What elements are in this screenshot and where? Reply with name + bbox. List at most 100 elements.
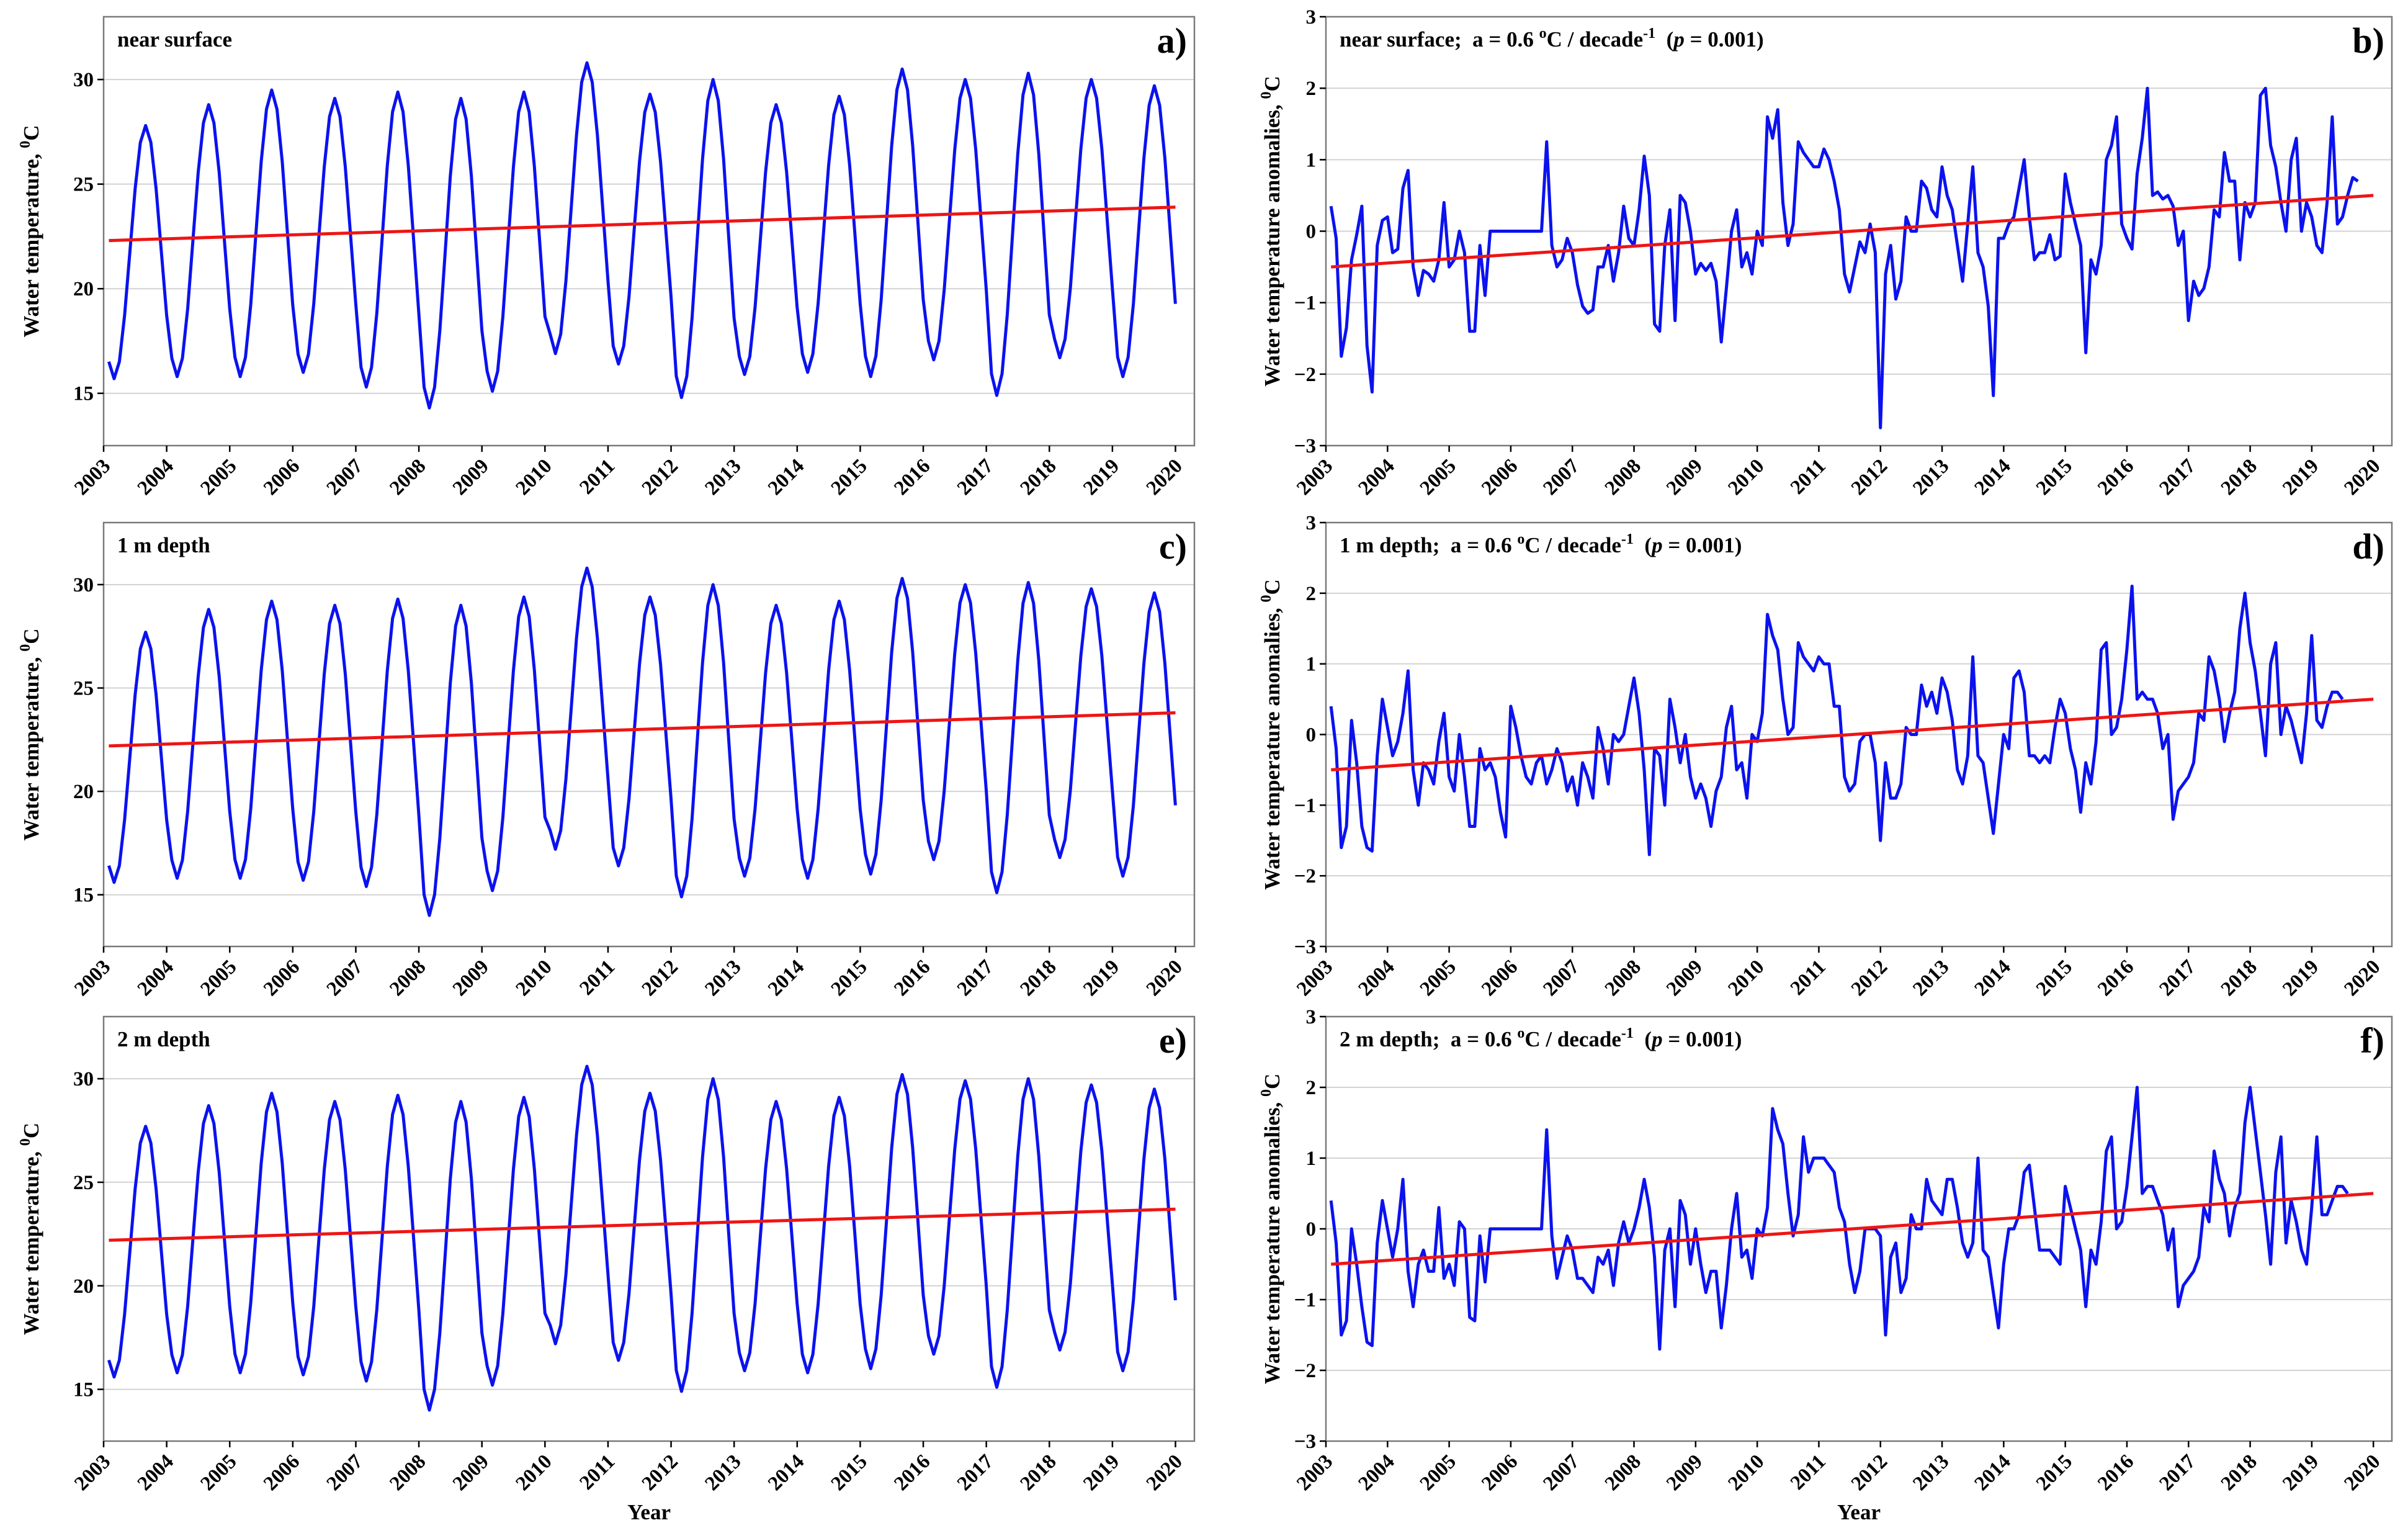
x-tick-label: 2015 — [2032, 455, 2077, 500]
y-tick-label: 20 — [73, 781, 94, 803]
y-axis-label: Water temperature, 0C — [17, 1123, 43, 1335]
x-tick-label: 2016 — [2093, 455, 2138, 500]
panel-letter: d) — [2352, 526, 2384, 567]
x-tick-label: 2004 — [1354, 956, 1399, 1000]
panel-d: −3 −2 −1 0 1 2 3 2003 2004 2005 2006 2007 2008 2009 20… — [1258, 512, 2393, 1000]
x-tick-label: 2019 — [1079, 455, 1124, 500]
x-tick-label: 2015 — [2032, 956, 2077, 1000]
p-label: p — [1650, 533, 1663, 557]
x-tick-label: 2017 — [2155, 956, 2200, 1000]
trend-degree-sup: o — [1539, 25, 1547, 42]
x-tick-label: 2005 — [1416, 455, 1461, 500]
x-tick-label: 2003 — [70, 1450, 115, 1495]
x-tick-label: 2011 — [575, 1450, 619, 1494]
x-tick-label: 2016 — [890, 956, 934, 1000]
y-axis-label-text: Water temperature, — [19, 1146, 43, 1335]
trend-rate-text: a = 0.6 — [1439, 1027, 1517, 1051]
trend-rate-text: a = 0.6 — [1439, 533, 1517, 557]
x-tick-label: 2005 — [196, 455, 241, 500]
y-tick-label: 15 — [73, 383, 94, 405]
x-axis-label: Year — [627, 1500, 671, 1524]
x-tick-label: 2014 — [1971, 455, 2015, 500]
x-tick-label: 2019 — [1079, 1450, 1124, 1495]
plot-frame — [102, 1015, 1196, 1442]
x-axis-label: Year — [1837, 1500, 1881, 1524]
panel-letter: b) — [2352, 20, 2384, 61]
y-axis-unit-sup: 0 — [1258, 1089, 1274, 1097]
panel-c: 15 20 25 30 2003 2004 2005 2006 2007 2008 2009 2010… — [17, 521, 1196, 1000]
y-tick-label: −1 — [1294, 1289, 1316, 1311]
x-tick-label: 2018 — [1016, 1450, 1061, 1495]
x-tick-label: 2005 — [1416, 956, 1461, 1000]
x-tick-label: 2007 — [1539, 455, 1583, 500]
x-tick-label: 2017 — [953, 956, 998, 1000]
x-tick-label: 2003 — [70, 956, 115, 1000]
y-axis-unit: C — [1260, 76, 1284, 91]
y-tick-label: 20 — [73, 1275, 94, 1298]
x-tick-label: 2013 — [700, 956, 745, 1000]
x-tick-label: 2014 — [764, 455, 808, 500]
x-tick-label: 2004 — [133, 455, 178, 500]
x-tick-label: 2017 — [2155, 1450, 2200, 1495]
x-tick-label: 2014 — [764, 1450, 808, 1495]
panel-title: 2 m depth; a = 0.6 oC / decade-1 (p = 0.… — [1340, 1025, 1742, 1051]
x-tick-label: 2005 — [196, 1450, 241, 1495]
y-axis-label: Water temperature, 0C — [17, 628, 43, 840]
x-tick-label: 2018 — [2217, 1450, 2262, 1495]
panel-title-text: near surface; — [1340, 27, 1462, 52]
paren-open: ( — [1655, 27, 1673, 52]
x-tick-label: 2003 — [70, 455, 115, 500]
x-tick-label: 2011 — [1786, 956, 1830, 1000]
trend-exponent-sup: -1 — [1643, 25, 1655, 42]
y-axis-label: Water temperature anomalies, 0C — [1258, 579, 1284, 890]
y-axis-unit-sup: 0 — [17, 1138, 34, 1146]
x-tick-label: 2019 — [2278, 455, 2323, 500]
x-tick-label: 2016 — [2093, 1450, 2138, 1495]
paren-open: ( — [1634, 1027, 1652, 1051]
y-axis-unit-sup: 0 — [17, 644, 34, 652]
x-tick-label: 2004 — [133, 956, 178, 1000]
x-tick-label: 2011 — [575, 956, 619, 1000]
y-tick-label: −1 — [1294, 794, 1316, 817]
trend-degree-sup: o — [1517, 531, 1524, 547]
x-tick-label: 2009 — [1662, 956, 1707, 1000]
x-tick-label: 2003 — [1292, 1450, 1337, 1495]
x-tick-label: 2020 — [2340, 1450, 2384, 1495]
x-tick-label: 2012 — [638, 455, 683, 500]
y-axis-label-text: Water temperature, — [19, 652, 43, 841]
x-tick-label: 2018 — [2217, 956, 2262, 1000]
x-tick-label: 2004 — [1354, 1450, 1399, 1495]
y-axis-label: Water temperature anomalies, 0C — [1258, 1074, 1284, 1385]
x-tick-label: 2008 — [1601, 1450, 1645, 1495]
x-tick-label: 2007 — [323, 956, 367, 1000]
y-tick-label: 0 — [1306, 724, 1317, 747]
y-axis-unit-sup: 0 — [1258, 595, 1274, 602]
trend-line-red — [1331, 194, 2374, 269]
x-tick-label: 2013 — [1909, 1450, 1953, 1495]
x-tick-label: 2007 — [323, 455, 367, 500]
x-tick-label: 2017 — [953, 1450, 998, 1495]
x-tick-label: 2006 — [1477, 455, 1522, 500]
trend-unit-text: C / decade — [1547, 27, 1644, 52]
x-tick-label: 2020 — [1142, 956, 1187, 1000]
y-tick-label: 0 — [1306, 1218, 1317, 1241]
panel-letter: a) — [1157, 20, 1187, 61]
trend-line-red — [1331, 698, 2374, 771]
y-tick-label: 25 — [73, 1172, 94, 1194]
x-tick-label: 2008 — [1601, 956, 1645, 1000]
y-axis-unit-sup: 0 — [17, 141, 34, 148]
y-tick-label: 30 — [73, 574, 94, 596]
trend-unit-text: C / decade — [1524, 533, 1621, 557]
y-axis-label-text: Water temperature anomalies, — [1260, 99, 1284, 386]
x-tick-label: 2020 — [2340, 455, 2384, 500]
y-tick-label: 25 — [73, 678, 94, 700]
p-label: p — [1650, 1027, 1663, 1051]
x-tick-label: 2012 — [638, 956, 683, 1000]
p-label: p — [1672, 27, 1685, 52]
x-tick-label: 2010 — [512, 956, 557, 1000]
x-tick-label: 2016 — [890, 1450, 934, 1495]
y-tick-label: 15 — [73, 1379, 94, 1401]
x-tick-label: 2011 — [575, 455, 619, 499]
panel-title: 1 m depth — [117, 533, 210, 557]
